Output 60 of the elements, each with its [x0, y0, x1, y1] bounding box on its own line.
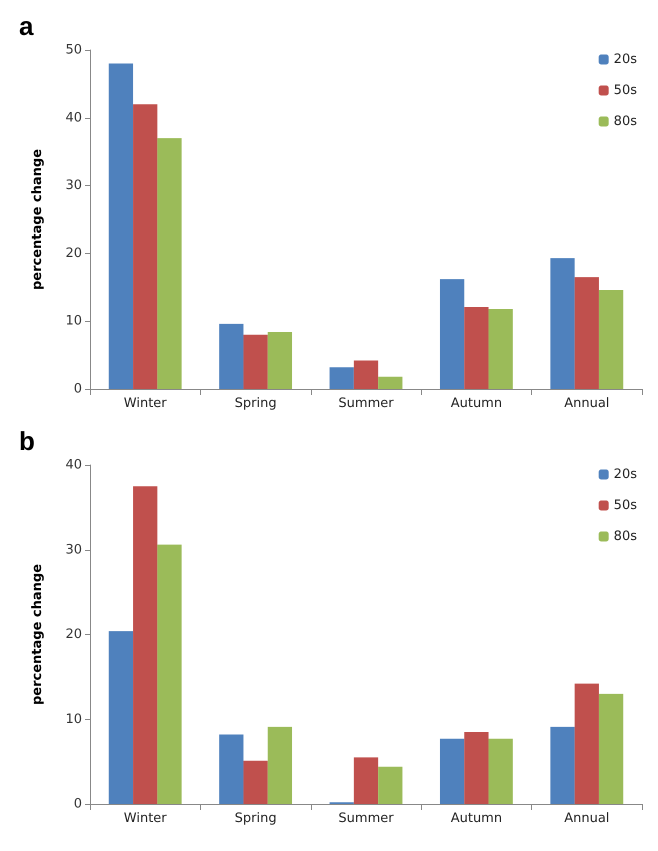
bar	[550, 258, 575, 389]
x-tick-label: Spring	[234, 396, 277, 411]
bar	[133, 486, 158, 804]
bar	[440, 279, 464, 389]
x-tick-label: Winter	[124, 396, 168, 411]
bar	[268, 726, 292, 804]
legend-label: 50s	[614, 498, 638, 513]
legend-label: 80s	[614, 529, 638, 544]
y-axis-title: percentage change	[30, 148, 45, 290]
y-tick-label: 50	[65, 42, 82, 58]
bar	[354, 757, 378, 804]
legend-label: 50s	[614, 83, 638, 98]
x-tick-label: Annual	[564, 396, 610, 411]
bar	[268, 332, 292, 389]
bar	[243, 760, 268, 804]
y-tick-label: 30	[65, 178, 82, 194]
bar	[598, 694, 624, 804]
y-tick-label: 0	[74, 796, 82, 812]
x-tick-label: Autumn	[450, 396, 502, 411]
x-tick-label: Annual	[564, 811, 610, 826]
bar	[108, 64, 134, 389]
bar	[354, 360, 378, 389]
bar	[550, 726, 575, 804]
x-tick-label: Spring	[234, 811, 277, 826]
y-tick-label: 30	[65, 542, 82, 558]
legend-label: 20s	[614, 52, 638, 67]
y-tick-label: 20	[65, 627, 82, 642]
x-tick-label: Winter	[124, 811, 168, 826]
bar	[157, 138, 182, 389]
y-tick-label: 10	[65, 314, 82, 329]
bar	[488, 738, 513, 804]
bar	[378, 376, 402, 389]
bar	[157, 544, 182, 804]
y-axis-title: percentage change	[30, 564, 45, 706]
chart-title: b	[19, 426, 35, 456]
x-tick-label: Summer	[338, 396, 394, 411]
chart-title: a	[19, 11, 34, 41]
legend-label: 20s	[614, 467, 638, 482]
bar	[243, 334, 268, 389]
bar	[464, 732, 489, 804]
bar	[219, 324, 244, 389]
bar	[574, 277, 599, 389]
y-tick-label: 20	[65, 246, 82, 261]
x-tick-label: Summer	[338, 811, 394, 826]
bar	[464, 306, 489, 389]
bar	[574, 684, 599, 804]
bar	[488, 308, 513, 389]
y-tick-label: 10	[65, 712, 82, 727]
bar	[440, 738, 464, 804]
x-tick-label: Autumn	[450, 811, 502, 826]
bar	[133, 104, 158, 389]
bar	[378, 766, 402, 804]
legend-label: 80s	[614, 114, 638, 129]
bar	[598, 290, 624, 389]
bar	[330, 367, 354, 389]
y-tick-label: 40	[65, 458, 82, 472]
y-tick-label: 0	[74, 382, 82, 396]
bar	[219, 734, 244, 804]
bar	[108, 631, 134, 804]
y-tick-label: 40	[65, 110, 82, 126]
